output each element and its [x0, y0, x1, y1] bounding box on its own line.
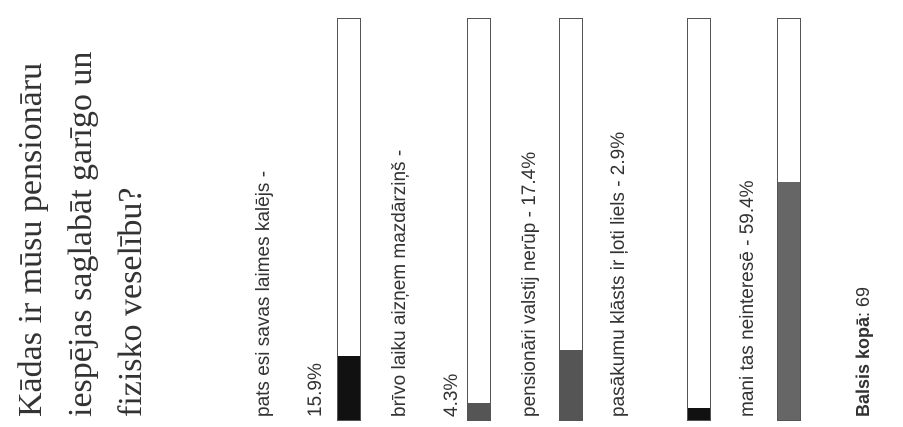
total-votes: Balsis kopā: 69 — [853, 287, 874, 417]
option-bar-4 — [687, 18, 711, 421]
poll-question: Kādas ir mūsu pensionāru iespējas saglab… — [12, 51, 149, 417]
option-label-1: pats esi savas laimes kalējs - 15.9% — [253, 170, 326, 417]
option-bar-fill-3 — [560, 350, 582, 420]
option-bar-5 — [777, 18, 801, 421]
option-bar-1 — [337, 18, 361, 421]
option-bar-fill-4 — [688, 408, 710, 420]
option-bar-fill-1 — [338, 356, 360, 420]
option-label-4: pasākumu klāsts ir ļoti liels - 2.9% — [608, 131, 629, 417]
option-label-3: pensionāri valstij nerūp - 17.4% — [519, 151, 540, 417]
option-bar-2 — [467, 18, 491, 421]
total-votes-label: Balsis kopā — [853, 316, 873, 417]
option-label-5: mani tas neinteresē - 59.4% — [737, 180, 758, 417]
option-bar-3 — [559, 18, 583, 421]
option-bar-fill-2 — [468, 402, 490, 420]
total-votes-value: : 69 — [853, 286, 873, 317]
option-label-2: brīvo laiku aizņem mazdārziņš - 4.3% — [389, 149, 462, 417]
option-bar-fill-5 — [778, 181, 800, 420]
